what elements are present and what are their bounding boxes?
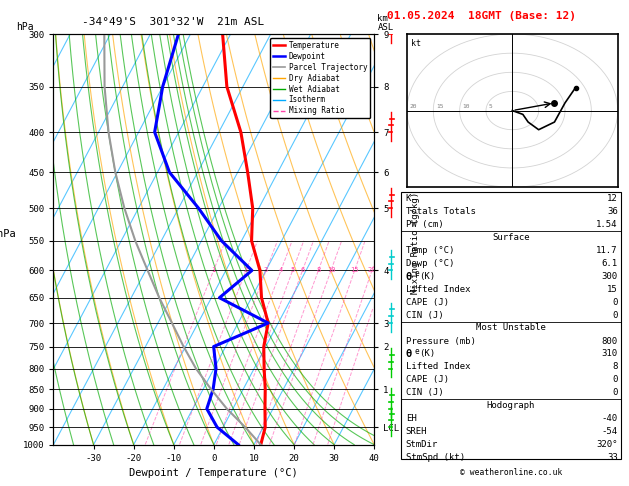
- Text: 3: 3: [264, 267, 269, 274]
- Text: 36: 36: [607, 207, 618, 216]
- Text: 6.1: 6.1: [601, 259, 618, 268]
- Text: θ: θ: [406, 272, 412, 282]
- Text: SREH: SREH: [406, 427, 427, 436]
- Text: © weatheronline.co.uk: © weatheronline.co.uk: [460, 468, 562, 477]
- Text: 1.54: 1.54: [596, 220, 618, 229]
- Text: Surface: Surface: [492, 233, 530, 242]
- Text: 6: 6: [301, 267, 304, 274]
- Text: K: K: [406, 194, 411, 204]
- Text: Lifted Index: Lifted Index: [406, 363, 470, 371]
- Legend: Temperature, Dewpoint, Parcel Trajectory, Dry Adiabat, Wet Adiabat, Isotherm, Mi: Temperature, Dewpoint, Parcel Trajectory…: [270, 38, 370, 119]
- Text: Most Unstable: Most Unstable: [476, 324, 546, 332]
- Text: 20: 20: [409, 104, 417, 109]
- Text: 0: 0: [612, 388, 618, 397]
- Text: 10: 10: [326, 267, 335, 274]
- Text: 310: 310: [601, 349, 618, 359]
- Text: 20: 20: [368, 267, 376, 274]
- X-axis label: Dewpoint / Temperature (°C): Dewpoint / Temperature (°C): [130, 469, 298, 478]
- Text: Temp (°C): Temp (°C): [406, 246, 454, 255]
- Text: 300: 300: [601, 272, 618, 281]
- Text: e: e: [415, 269, 419, 278]
- Text: 0: 0: [612, 375, 618, 384]
- Text: CIN (J): CIN (J): [406, 311, 443, 320]
- Text: 12: 12: [607, 194, 618, 204]
- Text: 320°: 320°: [596, 440, 618, 449]
- Y-axis label: hPa: hPa: [0, 229, 16, 239]
- Text: 5: 5: [291, 267, 295, 274]
- Text: -54: -54: [601, 427, 618, 436]
- Text: 1: 1: [211, 267, 216, 274]
- Text: CAPE (J): CAPE (J): [406, 297, 448, 307]
- Text: Lifted Index: Lifted Index: [406, 285, 470, 294]
- Text: Hodograph: Hodograph: [487, 401, 535, 410]
- Text: 4: 4: [279, 267, 283, 274]
- Text: 2: 2: [244, 267, 248, 274]
- Text: 10: 10: [462, 104, 470, 109]
- Text: 0: 0: [612, 297, 618, 307]
- Text: (K): (K): [420, 349, 436, 359]
- Text: 15: 15: [350, 267, 359, 274]
- Text: 33: 33: [607, 453, 618, 462]
- Text: Dewp (°C): Dewp (°C): [406, 259, 454, 268]
- Text: -40: -40: [601, 414, 618, 423]
- Text: -34°49'S  301°32'W  21m ASL: -34°49'S 301°32'W 21m ASL: [82, 17, 264, 27]
- Text: 15: 15: [436, 104, 443, 109]
- Text: StmDir: StmDir: [406, 440, 438, 449]
- Text: 0: 0: [612, 311, 618, 320]
- Text: θ: θ: [406, 349, 412, 360]
- Text: km
ASL: km ASL: [377, 14, 394, 32]
- Text: hPa: hPa: [16, 21, 33, 32]
- Text: StmSpd (kt): StmSpd (kt): [406, 453, 465, 462]
- Text: e: e: [415, 347, 419, 356]
- Text: 11.7: 11.7: [596, 246, 618, 255]
- Text: EH: EH: [406, 414, 416, 423]
- Text: 8: 8: [612, 363, 618, 371]
- Text: 15: 15: [607, 285, 618, 294]
- Text: 8: 8: [316, 267, 321, 274]
- Text: PW (cm): PW (cm): [406, 220, 443, 229]
- Text: 01.05.2024  18GMT (Base: 12): 01.05.2024 18GMT (Base: 12): [387, 11, 576, 21]
- Text: 5: 5: [489, 104, 493, 109]
- Text: Pressure (mb): Pressure (mb): [406, 337, 476, 346]
- Text: Totals Totals: Totals Totals: [406, 207, 476, 216]
- Text: CIN (J): CIN (J): [406, 388, 443, 397]
- Text: kt: kt: [411, 38, 421, 48]
- Text: CAPE (J): CAPE (J): [406, 375, 448, 384]
- Text: (K): (K): [420, 272, 436, 281]
- Text: 800: 800: [601, 337, 618, 346]
- Text: Mixing Ratio (g/kg): Mixing Ratio (g/kg): [411, 192, 420, 294]
